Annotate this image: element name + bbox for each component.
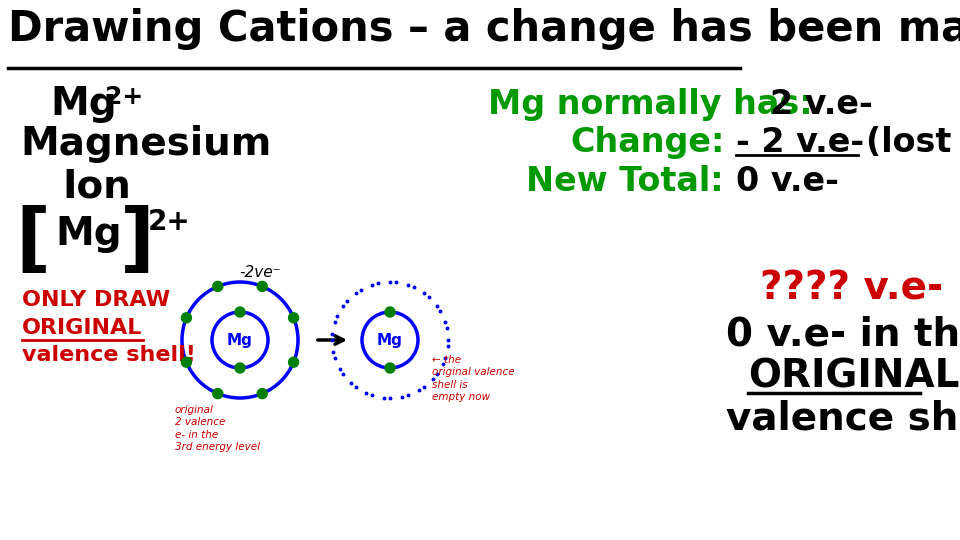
Text: 2+: 2+ (105, 85, 143, 109)
Text: Mg: Mg (377, 333, 403, 348)
Text: -2ve⁻: -2ve⁻ (239, 265, 281, 280)
Text: ]: ] (120, 205, 155, 279)
Text: Ion: Ion (62, 168, 131, 206)
Text: Magnesium: Magnesium (20, 125, 272, 163)
Text: valence shell: valence shell (726, 400, 960, 438)
Text: Mg: Mg (55, 215, 122, 253)
Text: ONLY DRAW: ONLY DRAW (22, 290, 170, 310)
Circle shape (257, 281, 267, 292)
Text: [: [ (15, 205, 50, 279)
Text: ORIGINAL: ORIGINAL (748, 358, 959, 396)
Circle shape (385, 363, 395, 373)
Text: ORIGINAL: ORIGINAL (22, 318, 142, 338)
Text: Mg normally has:: Mg normally has: (488, 88, 812, 121)
Circle shape (213, 389, 223, 399)
Text: 2+: 2+ (148, 208, 191, 236)
Text: Drawing Cations – a change has been made!: Drawing Cations – a change has been made… (8, 8, 960, 50)
Circle shape (181, 357, 191, 367)
Text: (lost two): (lost two) (866, 126, 960, 159)
Text: 0 v.e- in the: 0 v.e- in the (726, 315, 960, 353)
Circle shape (235, 363, 245, 373)
Text: valence shell!: valence shell! (22, 345, 196, 365)
Circle shape (181, 313, 191, 323)
Circle shape (289, 313, 299, 323)
Circle shape (289, 357, 299, 367)
Circle shape (385, 307, 395, 317)
Text: 0 v.e-: 0 v.e- (736, 165, 839, 198)
Text: ← the
original valence
shell is
empty now: ← the original valence shell is empty no… (432, 355, 515, 402)
Text: - 2 v.e-: - 2 v.e- (736, 126, 864, 159)
Text: Mg: Mg (228, 333, 252, 348)
Text: original
2 valence
e- in the
3rd energy level: original 2 valence e- in the 3rd energy … (175, 405, 260, 452)
Circle shape (235, 307, 245, 317)
Text: 2 v.e-: 2 v.e- (770, 88, 873, 121)
Circle shape (213, 281, 223, 292)
Text: Mg: Mg (50, 85, 116, 123)
Text: ???? v.e-: ???? v.e- (760, 270, 943, 308)
Circle shape (257, 389, 267, 399)
Text: New Total:: New Total: (526, 165, 724, 198)
Text: Change:: Change: (570, 126, 725, 159)
